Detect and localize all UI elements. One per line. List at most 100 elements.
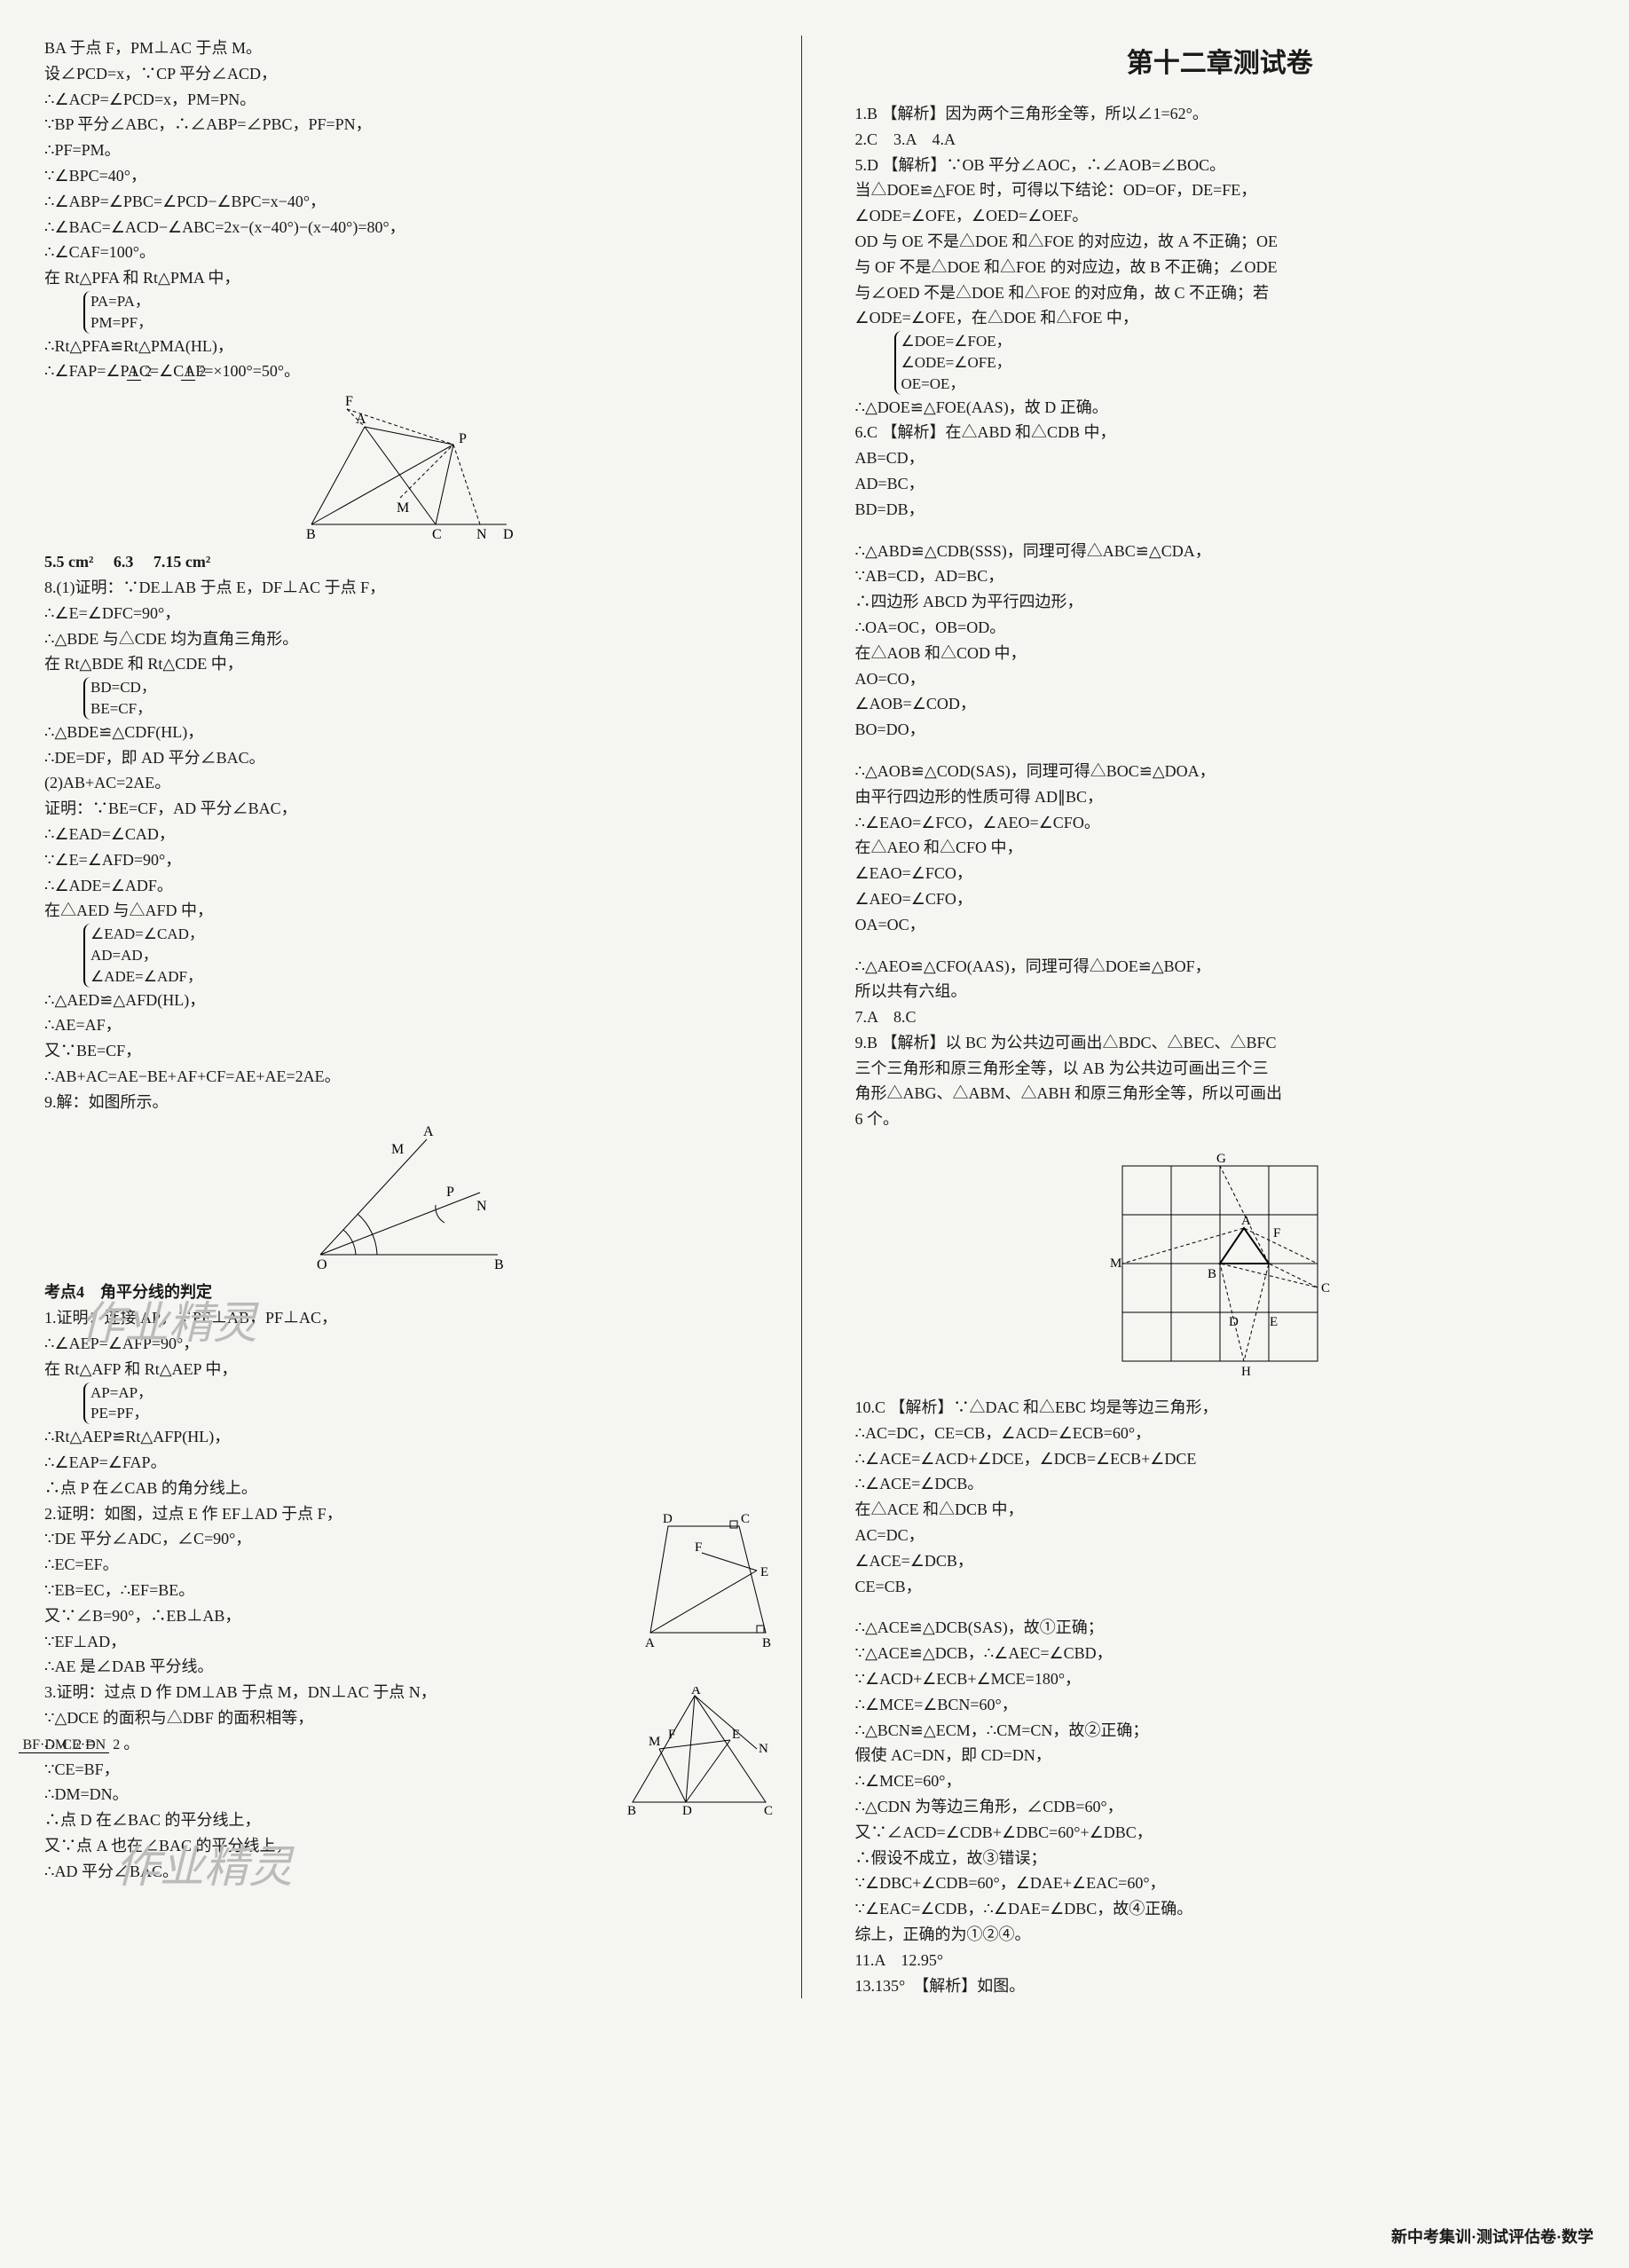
text-line: 由平行四边形的性质可得 AD∥BC， xyxy=(855,784,1586,810)
text-line: ∴AC=DC，CE=CB，∠ACD=∠ECB=60°， xyxy=(855,1421,1586,1446)
text-line: OD 与 OE 不是△DOE 和△FOE 的对应边，故 A 不正确；OE xyxy=(855,229,1586,255)
brace-line: AD=BC， xyxy=(855,471,1586,497)
brace-line: ∠EAD=∠CAD， xyxy=(90,924,204,945)
brace-group: BD=CD， BE=CF， xyxy=(44,677,775,720)
svg-text:A: A xyxy=(356,412,366,427)
answer: 7.15 cm² xyxy=(153,553,210,571)
text-line: ∴△BCN≌△ECM，∴CM=CN，故②正确； xyxy=(855,1718,1586,1744)
text-line: ∴点 P 在∠CAB 的角分线上。 xyxy=(44,1476,775,1501)
brace-line: OE=OE， xyxy=(901,374,1011,395)
text-line: 又∵∠ACD=∠CDB+∠DBC=60°+∠DBC， xyxy=(855,1820,1586,1846)
text-line: 1.B 【解析】因为两个三角形全等，所以∠1=62°。 xyxy=(855,101,1586,127)
text-line: 三个三角形和原三角形全等，以 AB 为公共边可画出三个三 xyxy=(855,1056,1586,1082)
text-line: 13.135° 【解析】如图。 xyxy=(855,1973,1586,1999)
svg-text:C: C xyxy=(432,527,442,542)
text-line: 5.D 【解析】∵OB 平分∠AOC，∴∠AOB=∠BOC。 xyxy=(855,153,1586,178)
svg-text:C: C xyxy=(764,1804,773,1818)
brace-group: AP=AP， PE=PF， xyxy=(44,1382,775,1425)
text-line: 6.C 【解析】在△ABD 和△CDB 中， xyxy=(855,420,1586,445)
brace-line: ∠ODE=∠OFE， xyxy=(901,352,1011,374)
svg-text:M: M xyxy=(391,1142,404,1157)
answer: 6.3 xyxy=(114,553,134,571)
text-line: 证明：∵BE=CF，AD 平分∠BAC， xyxy=(44,796,775,822)
svg-text:O: O xyxy=(317,1257,327,1272)
figure-trapezoid: D C F E A B xyxy=(641,1501,775,1658)
brace-group: ∠EAD=∠CAD， AD=AD， ∠ADE=∠ADF， xyxy=(44,924,775,987)
text-line: 9.B 【解析】以 BC 为公共边可画出△BDC、△BEC、△BFC xyxy=(855,1030,1586,1056)
svg-text:A: A xyxy=(1241,1214,1251,1228)
text-line: ∴∠EAP=∠FAP。 xyxy=(44,1450,775,1476)
text-line: ∴∠BAC=∠ACD−∠ABC=2x−(x−40°)−(x−40°)=80°， xyxy=(44,215,775,240)
chapter-title: 第十二章测试卷 xyxy=(855,43,1586,85)
text-line: ∴∠CAF=100°。 xyxy=(44,240,775,265)
section-title: 考点4 角平分线的判定 xyxy=(44,1280,775,1305)
text-line: ∴∠FAP=∠PAC=12∠CAF=12×100°=50°。 xyxy=(44,358,775,384)
svg-text:E: E xyxy=(760,1565,768,1579)
text-line: 在△AEO 和△CFO 中， xyxy=(855,835,1586,861)
right-column: 第十二章测试卷 1.B 【解析】因为两个三角形全等，所以∠1=62°。 2.C … xyxy=(838,35,1586,1998)
brace-line: BO=DO， xyxy=(855,717,1586,743)
text-line: ∴OA=OC，OB=OD。 xyxy=(855,615,1586,641)
figure-angle: O B A M P N xyxy=(44,1122,775,1272)
svg-text:N: N xyxy=(476,527,487,542)
brace-line: ∠EAO=∠FCO， xyxy=(855,861,1586,886)
brace-line: BD=DB， xyxy=(855,497,1586,523)
text-line: ∴∠AEP=∠AFP=90°， xyxy=(44,1331,775,1357)
text-line: 角形△ABG、△ABM、△ABH 和原三角形全等，所以可画出 xyxy=(855,1081,1586,1106)
text-line: 在△AOB 和△COD 中， xyxy=(855,641,1586,666)
figure-triangle-2: A M F E N B D C xyxy=(624,1680,775,1827)
brace-line: ∠DOE=∠FOE， xyxy=(901,331,1011,352)
text-line: ∴∠ABP=∠PBC=∠PCD−∠BPC=x−40°， xyxy=(44,189,775,215)
svg-text:P: P xyxy=(459,431,467,446)
text-line: ∴∠EAO=∠FCO，∠AEO=∠CFO。 xyxy=(855,810,1586,836)
svg-text:M: M xyxy=(397,500,409,516)
brace-line: ∠AEO=∠CFO， xyxy=(855,886,1586,912)
text-line: 综上，正确的为①②④。 xyxy=(855,1922,1586,1948)
text-line: ∴∠ACE=∠DCB。 xyxy=(855,1471,1586,1497)
text-line: 在 Rt△PFA 和 Rt△PMA 中， xyxy=(44,265,775,291)
brace-group: ∠DOE=∠FOE， ∠ODE=∠OFE， OE=OE， xyxy=(855,331,1586,394)
svg-text:D: D xyxy=(1229,1315,1239,1329)
svg-text:B: B xyxy=(306,527,316,542)
svg-text:D: D xyxy=(503,527,514,542)
text-line: 10.C 【解析】∵△DAC 和△EBC 均是等边三角形， xyxy=(855,1395,1586,1421)
text-line: ∴PF=PM。 xyxy=(44,138,775,163)
svg-text:D: D xyxy=(682,1804,692,1818)
text-line: ∴△BDE 与△CDE 均为直角三角形。 xyxy=(44,626,775,652)
text-line: ∴∠MCE=∠BCN=60°， xyxy=(855,1692,1586,1718)
frac-den: 2 xyxy=(109,1737,123,1752)
text-line: ∵△ACE≌△DCB，∴∠AEC=∠CBD， xyxy=(855,1641,1586,1666)
text-line: 11.A 12.95° xyxy=(855,1948,1586,1973)
brace-group: PA=PA， PM=PF， xyxy=(44,291,775,334)
text-line: ∠ODE=∠OFE，∠OED=∠OEF。 xyxy=(855,203,1586,229)
text-line: ∴四边形 ABCD 为平行四边形， xyxy=(855,589,1586,615)
svg-text:F: F xyxy=(668,1728,675,1742)
svg-text:B: B xyxy=(762,1636,771,1650)
text-line: ∴∠EAD=∠CAD， xyxy=(44,822,775,847)
text-line: ∴△AED≌△AFD(HL)， xyxy=(44,988,775,1013)
text-line: 当△DOE≌△FOE 时，可得以下结论：OD=OF，DE=FE， xyxy=(855,177,1586,203)
svg-text:P: P xyxy=(446,1185,454,1200)
brace-line: PA=PA， xyxy=(90,291,153,312)
text-line: ∴Rt△AEP≌Rt△AFP(HL)， xyxy=(44,1424,775,1450)
svg-text:M: M xyxy=(1110,1256,1121,1271)
text-line: 在 Rt△BDE 和 Rt△CDE 中， xyxy=(44,651,775,677)
text-line: (2)AB+AC=2AE。 xyxy=(44,770,775,796)
brace-line: ∠AOB=∠COD， xyxy=(855,691,1586,717)
text-line: ∴△AEO≌△CFO(AAS)，同理可得△DOE≌△BOF， xyxy=(855,954,1586,980)
brace-line: BE=CF， xyxy=(90,698,156,720)
text-line: 在△AED 与△AFD 中， xyxy=(44,898,775,924)
text-line: ∴△ABD≌△CDB(SSS)，同理可得△ABC≌△CDA， xyxy=(855,539,1586,564)
text-line: ∴∠ACP=∠PCD=x，PM=PN。 xyxy=(44,87,775,113)
svg-text:F: F xyxy=(345,394,353,409)
text-line: ∴∠E=∠DFC=90°， xyxy=(44,601,775,626)
brace-line: AD=AD， xyxy=(90,945,204,966)
svg-text:D: D xyxy=(663,1512,673,1526)
svg-text:N: N xyxy=(476,1199,487,1214)
text-line: 假使 AC=DN，即 CD=DN， xyxy=(855,1743,1586,1768)
frac-num: CE·DN xyxy=(59,1737,109,1753)
text-line: ∵AB=CD，AD=BC， xyxy=(855,563,1586,589)
text-line: ∴△AOB≌△COD(SAS)，同理可得△BOC≌△DOA， xyxy=(855,759,1586,784)
text-line: 2.C 3.A 4.A xyxy=(855,127,1586,153)
brace-line: ∠ACE=∠DCB， xyxy=(855,1548,1586,1574)
